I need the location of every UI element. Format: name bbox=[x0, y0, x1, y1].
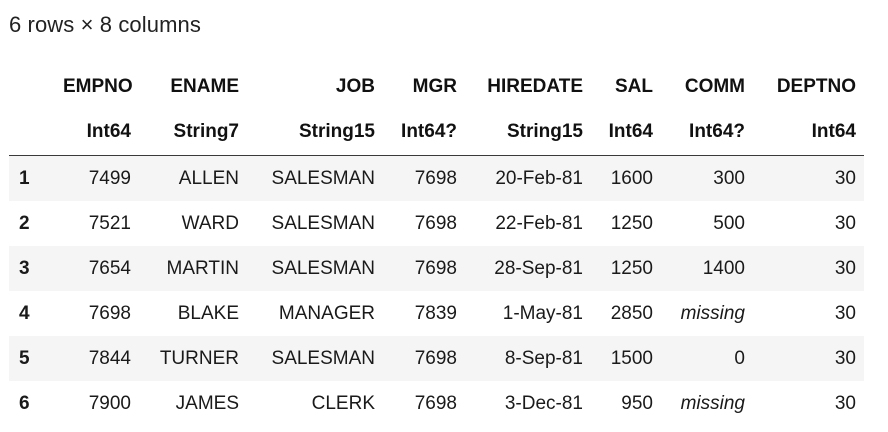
table-summary: 6 rows × 8 columns bbox=[9, 12, 201, 37]
row-index: 4 bbox=[9, 291, 55, 336]
cell-deptno: 30 bbox=[753, 381, 864, 426]
index-type-header bbox=[9, 108, 55, 156]
row-index: 1 bbox=[9, 155, 55, 201]
column-type-sal: Int64 bbox=[591, 108, 661, 156]
column-type-ename: String7 bbox=[139, 108, 247, 156]
cell-comm: 500 bbox=[661, 201, 753, 246]
cell-ename: MARTIN bbox=[139, 246, 247, 291]
cell-job: CLERK bbox=[247, 381, 383, 426]
data-table: EMPNO ENAME JOB MGR HIREDATE SAL COMM DE… bbox=[9, 66, 864, 426]
column-name-row: EMPNO ENAME JOB MGR HIREDATE SAL COMM DE… bbox=[9, 66, 864, 108]
cell-empno: 7844 bbox=[55, 336, 139, 381]
table-row: 2 7521 WARD SALESMAN 7698 22-Feb-81 1250 500 30 bbox=[9, 201, 864, 246]
cell-deptno: 30 bbox=[753, 291, 864, 336]
cell-job: SALESMAN bbox=[247, 155, 383, 201]
cell-job: SALESMAN bbox=[247, 336, 383, 381]
cell-hiredate: 1-May-81 bbox=[465, 291, 591, 336]
cell-hiredate: 8-Sep-81 bbox=[465, 336, 591, 381]
column-header-mgr[interactable]: MGR bbox=[412, 76, 457, 97]
row-index: 6 bbox=[9, 381, 55, 426]
table-row: 1 7499 ALLEN SALESMAN 7698 20-Feb-81 1600 300 30 bbox=[9, 155, 864, 201]
row-index: 5 bbox=[9, 336, 55, 381]
cell-empno: 7698 bbox=[55, 291, 139, 336]
cell-sal: 1250 bbox=[591, 201, 661, 246]
row-index: 2 bbox=[9, 201, 55, 246]
cell-deptno: 30 bbox=[753, 246, 864, 291]
cell-sal: 1600 bbox=[591, 155, 661, 201]
table-row: 6 7900 JAMES CLERK 7698 3-Dec-81 950 missing 30 bbox=[9, 381, 864, 426]
column-header-comm[interactable]: COMM bbox=[684, 76, 745, 97]
cell-ename: ALLEN bbox=[139, 155, 247, 201]
column-type-mgr: Int64? bbox=[383, 108, 465, 156]
cell-job: MANAGER bbox=[247, 291, 383, 336]
cell-comm: missing bbox=[661, 381, 753, 426]
cell-mgr: 7698 bbox=[383, 336, 465, 381]
cell-ename: BLAKE bbox=[139, 291, 247, 336]
cell-empno: 7521 bbox=[55, 201, 139, 246]
cell-mgr: 7839 bbox=[383, 291, 465, 336]
column-type-row: Int64 String7 String15 Int64? String15 I… bbox=[9, 108, 864, 156]
cell-sal: 1250 bbox=[591, 246, 661, 291]
cell-mgr: 7698 bbox=[383, 381, 465, 426]
cell-job: SALESMAN bbox=[247, 246, 383, 291]
column-type-empno: Int64 bbox=[55, 108, 139, 156]
row-index: 3 bbox=[9, 246, 55, 291]
column-type-hiredate: String15 bbox=[465, 108, 591, 156]
column-header-sal[interactable]: SAL bbox=[615, 76, 653, 97]
cell-comm: 1400 bbox=[661, 246, 753, 291]
table-row: 5 7844 TURNER SALESMAN 7698 8-Sep-81 1500 0 30 bbox=[9, 336, 864, 381]
column-type-deptno: Int64 bbox=[753, 108, 864, 156]
cell-empno: 7654 bbox=[55, 246, 139, 291]
cell-hiredate: 22-Feb-81 bbox=[465, 201, 591, 246]
column-header-job[interactable]: JOB bbox=[335, 76, 375, 97]
cell-mgr: 7698 bbox=[383, 155, 465, 201]
cell-deptno: 30 bbox=[753, 336, 864, 381]
index-header bbox=[9, 66, 55, 108]
table-row: 3 7654 MARTIN SALESMAN 7698 28-Sep-81 1250 1400… bbox=[9, 246, 864, 291]
cell-ename: WARD bbox=[139, 201, 247, 246]
cell-ename: TURNER bbox=[139, 336, 247, 381]
column-type-comm: Int64? bbox=[661, 108, 753, 156]
cell-hiredate: 28-Sep-81 bbox=[465, 246, 591, 291]
cell-empno: 7900 bbox=[55, 381, 139, 426]
column-header-ename[interactable]: ENAME bbox=[170, 76, 239, 97]
cell-comm: 0 bbox=[661, 336, 753, 381]
cell-mgr: 7698 bbox=[383, 201, 465, 246]
cell-sal: 950 bbox=[591, 381, 661, 426]
cell-deptno: 30 bbox=[753, 201, 864, 246]
cell-comm: 300 bbox=[661, 155, 753, 201]
cell-job: SALESMAN bbox=[247, 201, 383, 246]
cell-deptno: 30 bbox=[753, 155, 864, 201]
cell-sal: 2850 bbox=[591, 291, 661, 336]
cell-empno: 7499 bbox=[55, 155, 139, 201]
table-row: 4 7698 BLAKE MANAGER 7839 1-May-81 2850 missing… bbox=[9, 291, 864, 336]
cell-ename: JAMES bbox=[139, 381, 247, 426]
table-body: 1 7499 ALLEN SALESMAN 7698 20-Feb-81 1600 300 30… bbox=[9, 155, 864, 426]
cell-comm: missing bbox=[661, 291, 753, 336]
column-header-hiredate[interactable]: HIREDATE bbox=[487, 76, 583, 97]
column-header-deptno[interactable]: DEPTNO bbox=[776, 76, 856, 97]
cell-mgr: 7698 bbox=[383, 246, 465, 291]
cell-sal: 1500 bbox=[591, 336, 661, 381]
column-type-job: String15 bbox=[247, 108, 383, 156]
cell-hiredate: 20-Feb-81 bbox=[465, 155, 591, 201]
cell-hiredate: 3-Dec-81 bbox=[465, 381, 591, 426]
column-header-empno[interactable]: EMPNO bbox=[63, 76, 133, 97]
